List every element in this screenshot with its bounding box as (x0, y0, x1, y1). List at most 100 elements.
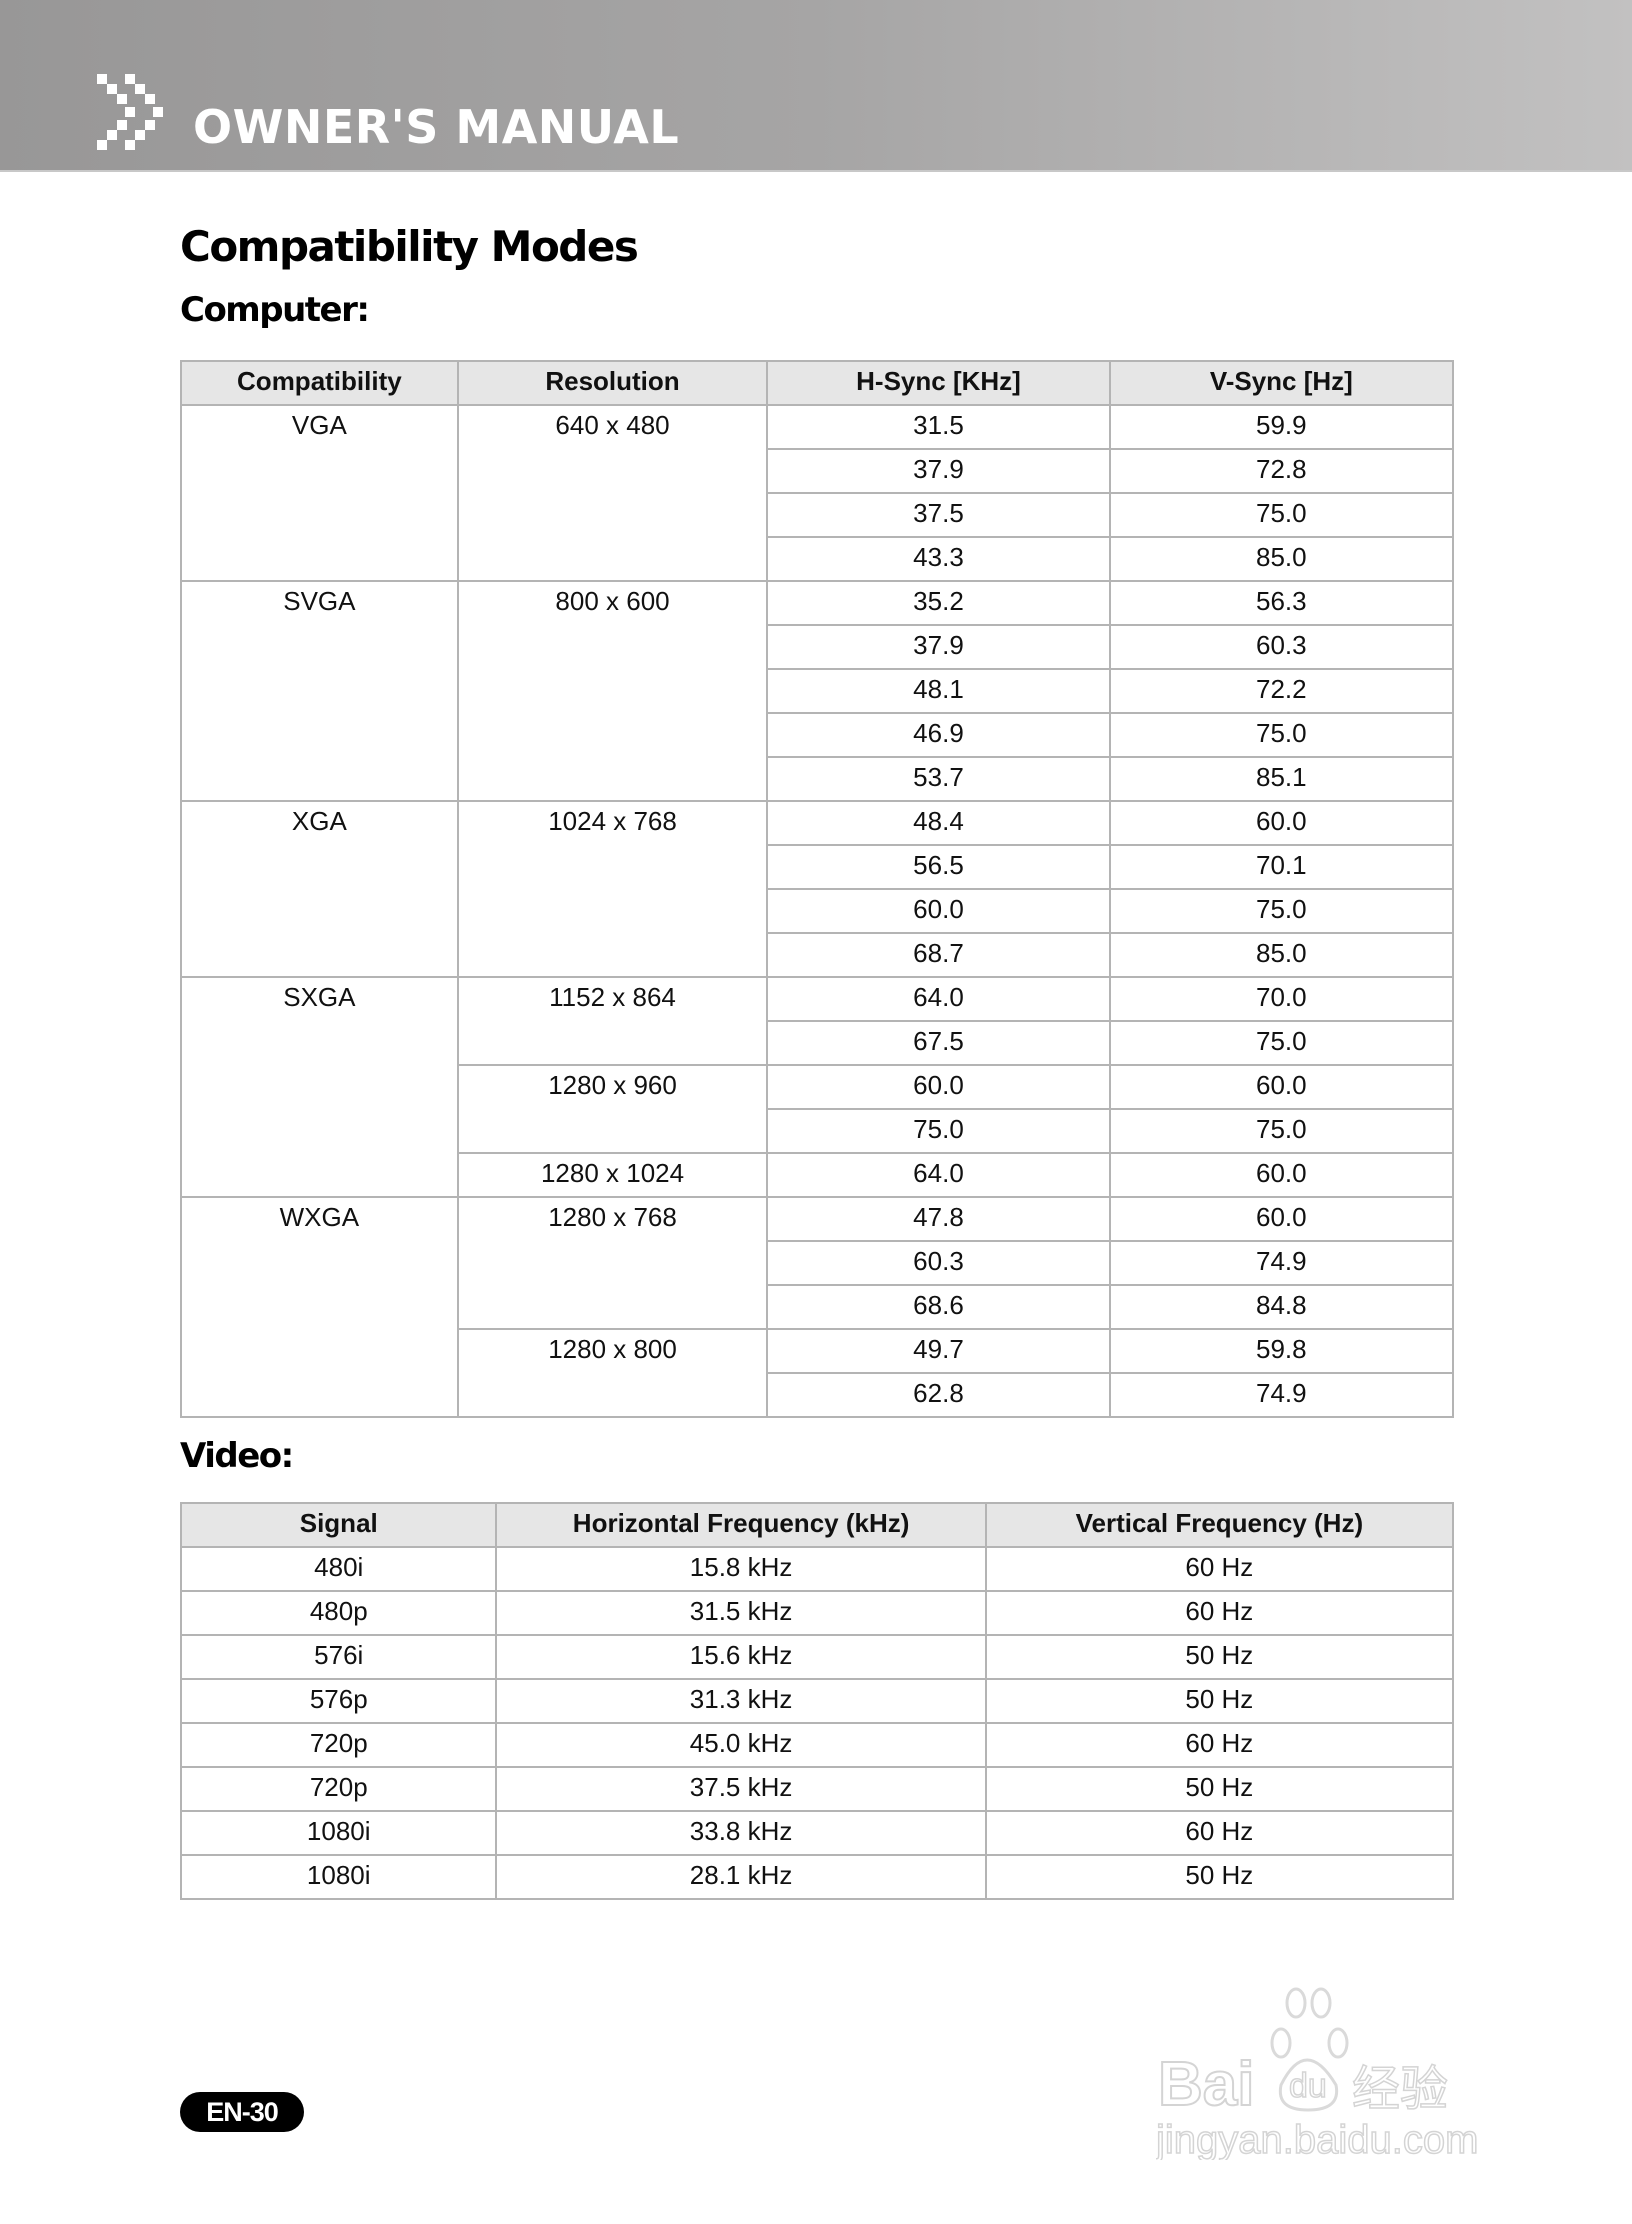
table-row: 60.3 74.9 (181, 1240, 1455, 1286)
horizontal-frequency-cell: 31.5 kHz (495, 1590, 987, 1636)
table-row: 1280 x 960 60.0 60.0 (181, 1064, 1455, 1154)
h-sync-cell: 62.8 (766, 1372, 1111, 1418)
resolution-cell: 640 x 480 (456, 404, 769, 582)
column-header: H-Sync [KHz] (766, 360, 1111, 406)
v-sync-cell: 85.0 (1108, 932, 1455, 978)
v-sync-cell: 60.0 (1108, 1064, 1455, 1110)
compatibility-cell: SVGA (180, 580, 459, 802)
h-sync-cell: 60.0 (766, 1064, 1111, 1110)
header-banner: OWNER'S MANUAL (0, 0, 1632, 172)
resolution-cell: 1024 x 768 (456, 800, 769, 978)
v-sync-cell: 72.8 (1108, 448, 1455, 494)
v-sync-cell: 74.9 (1108, 1240, 1455, 1286)
column-header: Vertical Frequency (Hz) (984, 1502, 1455, 1548)
h-sync-cell: 75.0 (766, 1108, 1111, 1154)
h-sync-cell: 49.7 (766, 1328, 1111, 1374)
column-header: V-Sync [Hz] (1108, 360, 1455, 406)
manual-title: OWNER'S MANUAL (193, 100, 680, 154)
signal-cell: 576p (179, 1678, 498, 1724)
horizontal-frequency-cell: 15.8 kHz (495, 1546, 987, 1592)
v-sync-cell: 75.0 (1108, 492, 1455, 538)
signal-cell: 480p (179, 1590, 498, 1636)
h-sync-cell: 67.5 (766, 1020, 1111, 1066)
v-sync-cell: 75.0 (1108, 712, 1455, 758)
h-sync-cell: 48.4 (766, 800, 1111, 846)
table-row: 1280 x 800 49.7 59.8 (181, 1328, 1455, 1418)
h-sync-cell: 35.2 (766, 580, 1111, 626)
table-header-row: Compatibility Resolution H-Sync [KHz] V-… (180, 360, 1455, 406)
v-sync-cell: 60.0 (1108, 1152, 1455, 1198)
table-row: 67.5 75.0 (181, 1020, 1455, 1066)
h-sync-cell: 31.5 (766, 404, 1111, 450)
h-sync-cell: 64.0 (766, 1152, 1111, 1198)
table-row: 480i 15.8 kHz 60 Hz (179, 1546, 1455, 1592)
table-row: 43.3 85.0 (181, 536, 1455, 582)
table-row: WXGA 1280 x 768 47.8 60.0 (180, 1196, 1455, 1418)
table-row: SVGA 800 x 600 35.2 56.3 (180, 580, 1455, 802)
vertical-frequency-cell: 50 Hz (984, 1854, 1455, 1900)
h-sync-cell: 37.5 (766, 492, 1111, 538)
table-row: 62.8 74.9 (181, 1372, 1455, 1418)
h-sync-cell: 37.9 (766, 448, 1111, 494)
v-sync-cell: 74.9 (1108, 1372, 1455, 1418)
horizontal-frequency-cell: 28.1 kHz (495, 1854, 987, 1900)
video-modes-table: Signal Horizontal Frequency (kHz) Vertic… (179, 1502, 1455, 1900)
h-sync-cell: 68.7 (766, 932, 1111, 978)
table-row: 75.0 75.0 (181, 1108, 1455, 1154)
vertical-frequency-cell: 60 Hz (984, 1810, 1455, 1856)
horizontal-frequency-cell: 45.0 kHz (495, 1722, 987, 1768)
resolution-cell: 800 x 600 (456, 580, 769, 802)
table-row: 37.9 72.8 (181, 448, 1455, 494)
column-header: Compatibility (180, 360, 459, 406)
svg-text:经验: 经验 (1352, 2061, 1448, 2117)
table-row: 48.1 72.2 (181, 668, 1455, 714)
v-sync-cell: 59.9 (1108, 404, 1455, 450)
v-sync-cell: 70.1 (1108, 844, 1455, 890)
v-sync-cell: 75.0 (1108, 1108, 1455, 1154)
v-sync-cell: 59.8 (1108, 1328, 1455, 1374)
table-row: 720p 45.0 kHz 60 Hz (179, 1722, 1455, 1768)
h-sync-cell: 60.3 (766, 1240, 1111, 1286)
computer-modes-table: Compatibility Resolution H-Sync [KHz] V-… (180, 360, 1455, 1418)
signal-cell: 1080i (179, 1810, 498, 1856)
h-sync-cell: 46.9 (766, 712, 1111, 758)
column-header: Signal (179, 1502, 498, 1548)
vertical-frequency-cell: 50 Hz (984, 1766, 1455, 1812)
signal-cell: 1080i (179, 1854, 498, 1900)
h-sync-cell: 56.5 (766, 844, 1111, 890)
v-sync-cell: 60.0 (1108, 800, 1455, 846)
table-row: XGA 1024 x 768 48.4 60.0 (180, 800, 1455, 978)
h-sync-cell: 37.9 (766, 624, 1111, 670)
table-row: 720p 37.5 kHz 50 Hz (179, 1766, 1455, 1812)
compatibility-cell: WXGA (180, 1196, 459, 1418)
table-row: VGA 640 x 480 31.5 59.9 (180, 404, 1455, 582)
vertical-frequency-cell: 50 Hz (984, 1634, 1455, 1680)
table-row: 576i 15.6 kHz 50 Hz (179, 1634, 1455, 1680)
table-row: 1080i 28.1 kHz 50 Hz (179, 1854, 1455, 1900)
v-sync-cell: 56.3 (1108, 580, 1455, 626)
table-row: 576p 31.3 kHz 50 Hz (179, 1678, 1455, 1724)
compatibility-cell: VGA (180, 404, 459, 582)
baidu-watermark-logo: Bai du 经验 jingyan.baidu.com (1156, 1987, 1479, 2160)
page-number-badge: EN-30 (180, 2092, 304, 2132)
table-row: 68.7 85.0 (181, 932, 1455, 978)
table-row: 68.6 84.8 (181, 1284, 1455, 1330)
h-sync-cell: 53.7 (766, 756, 1111, 802)
horizontal-frequency-cell: 33.8 kHz (495, 1810, 987, 1856)
table-row: 53.7 85.1 (181, 756, 1455, 802)
column-header: Resolution (456, 360, 769, 406)
v-sync-cell: 85.1 (1108, 756, 1455, 802)
resolution-cell: 1280 x 960 (456, 1064, 769, 1154)
v-sync-cell: 60.0 (1108, 1196, 1455, 1242)
table-row: 480p 31.5 kHz 60 Hz (179, 1590, 1455, 1636)
v-sync-cell: 70.0 (1108, 976, 1455, 1022)
h-sync-cell: 68.6 (766, 1284, 1111, 1330)
signal-cell: 480i (179, 1546, 498, 1592)
table-row: 56.5 70.1 (181, 844, 1455, 890)
v-sync-cell: 75.0 (1108, 888, 1455, 934)
h-sync-cell: 60.0 (766, 888, 1111, 934)
h-sync-cell: 47.8 (766, 1196, 1111, 1242)
table-row: 60.0 75.0 (181, 888, 1455, 934)
vertical-frequency-cell: 60 Hz (984, 1722, 1455, 1768)
horizontal-frequency-cell: 31.3 kHz (495, 1678, 987, 1724)
